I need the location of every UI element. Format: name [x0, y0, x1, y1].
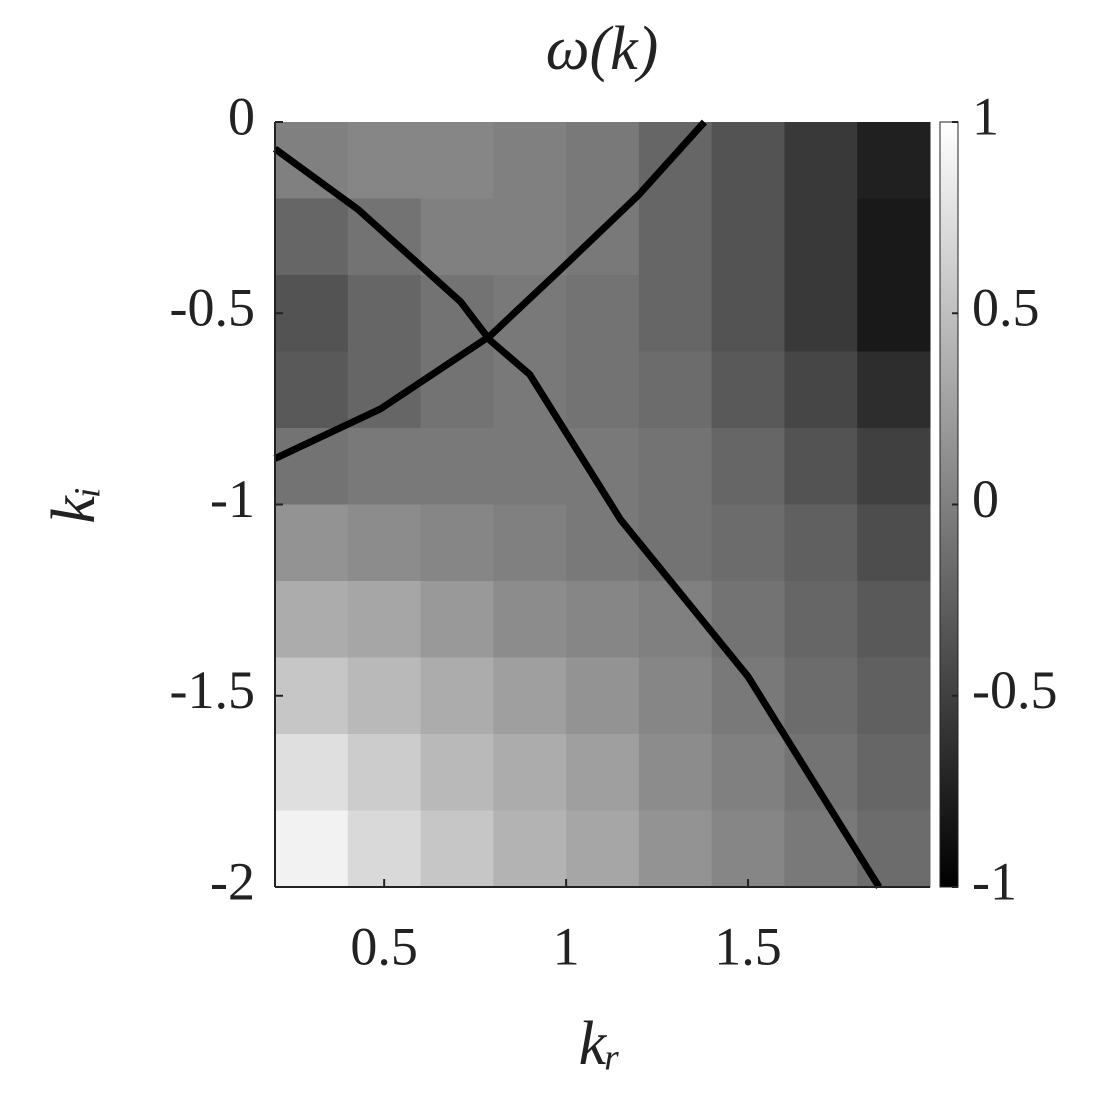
heatmap-cell	[493, 734, 567, 811]
heatmap-cell	[711, 198, 785, 276]
heatmap-cell	[420, 657, 494, 735]
heatmap-cell	[420, 428, 494, 505]
heatmap-cell	[784, 657, 858, 735]
y-tick-label: -1.5	[170, 660, 255, 720]
heatmap-cell	[638, 504, 713, 582]
heatmap-cell	[420, 198, 494, 276]
heatmap-cell	[784, 275, 858, 352]
heatmap-cell	[711, 351, 785, 429]
heatmap-cell	[275, 810, 349, 888]
colorbar-tick-label: -0.5	[972, 660, 1057, 720]
heatmap-cell	[566, 581, 640, 658]
heatmap-cell	[493, 657, 567, 735]
heatmap-cell	[857, 275, 931, 352]
heatmap-cell	[493, 198, 567, 276]
heatmap-cell	[347, 810, 422, 888]
heatmap-cell	[638, 657, 713, 735]
contour-line	[272, 145, 883, 889]
y-tick-label: -1	[210, 469, 255, 529]
heatmap-cell	[493, 428, 567, 505]
heatmap-cell	[857, 734, 931, 811]
heatmap-cell	[638, 734, 713, 811]
heatmap-cell	[347, 428, 422, 505]
plot-area	[272, 119, 931, 889]
y-tick-label: 0	[228, 86, 255, 146]
heatmap-cell	[275, 198, 349, 276]
heatmap-cell	[638, 428, 713, 505]
heatmap-cell	[347, 734, 422, 811]
heatmap-cell	[275, 504, 349, 582]
heatmap-cell	[493, 581, 567, 658]
heatmap-cell	[347, 581, 422, 658]
heatmap-cell	[784, 810, 858, 888]
heatmap-cell	[711, 428, 785, 505]
x-tick-label: 0.5	[350, 916, 418, 976]
y-tick-label: -0.5	[170, 278, 255, 338]
heatmap-cell	[566, 198, 640, 276]
heatmap-cell	[857, 198, 931, 276]
heatmap-cell	[566, 734, 640, 811]
heatmap-cell	[493, 122, 567, 199]
heatmap-cell	[420, 351, 494, 429]
heatmap-cell	[711, 122, 785, 199]
heatmap-cell	[420, 810, 494, 888]
heatmap-cell	[857, 657, 931, 735]
heatmap-cell	[275, 734, 349, 811]
heatmap-cell	[275, 581, 349, 658]
heatmap-cell	[784, 122, 858, 199]
colorbar-tick-label: 0.5	[972, 278, 1040, 338]
heatmap-cell	[566, 275, 640, 352]
y-tick-label: -2	[210, 851, 255, 911]
heatmap-cell	[566, 122, 640, 199]
heatmap-cell	[566, 351, 640, 429]
heatmap-cell	[347, 657, 422, 735]
heatmap-cell	[784, 581, 858, 658]
y-axis-label: kᵢ	[40, 486, 108, 523]
heatmap-cell	[275, 657, 349, 735]
heatmap-cell	[638, 351, 713, 429]
heatmap-cell	[566, 657, 640, 735]
colorbar-tick-label: -1	[972, 851, 1017, 911]
colorbar-tick-label: 0	[972, 469, 999, 529]
heatmap-cell	[638, 198, 713, 276]
heatmap-cell	[857, 581, 931, 658]
heatmap-cell	[420, 581, 494, 658]
colorbar-tick-label: 1	[972, 86, 999, 146]
contour-line	[273, 119, 707, 462]
heatmap-cell	[784, 198, 858, 276]
x-tick-label: 1.5	[714, 916, 782, 976]
heatmap-cell	[857, 351, 931, 429]
heatmap-cell	[493, 275, 567, 352]
chart-title: ω(k)	[546, 15, 659, 83]
heatmap-cell	[420, 122, 494, 199]
heatmap-cell	[493, 504, 567, 582]
heatmap-cell	[638, 810, 713, 888]
heatmap-cell	[275, 351, 349, 429]
x-axis-label: kᵣ	[579, 1010, 622, 1078]
heatmap-cell	[420, 504, 494, 582]
heatmap-cell	[711, 734, 785, 811]
heatmap-cell	[711, 275, 785, 352]
heatmap-cell	[347, 122, 422, 199]
heatmap-cell	[784, 428, 858, 505]
heatmap-cell	[711, 810, 785, 888]
heatmap-cell	[347, 275, 422, 352]
heatmap-cell	[857, 504, 931, 582]
heatmap-cell	[347, 504, 422, 582]
heatmap-cell	[275, 275, 349, 352]
heatmap-cell	[857, 428, 931, 505]
heatmap-cell	[566, 504, 640, 582]
heatmap-cell	[857, 122, 931, 199]
heatmap-cell	[784, 351, 858, 429]
heatmap-cell	[784, 504, 858, 582]
heatmap-cell	[638, 275, 713, 352]
heatmap-cell	[420, 734, 494, 811]
heatmap-cell	[566, 810, 640, 888]
heatmap-cell	[711, 504, 785, 582]
heatmap-cell	[493, 810, 567, 888]
x-tick-label: 1	[553, 916, 580, 976]
